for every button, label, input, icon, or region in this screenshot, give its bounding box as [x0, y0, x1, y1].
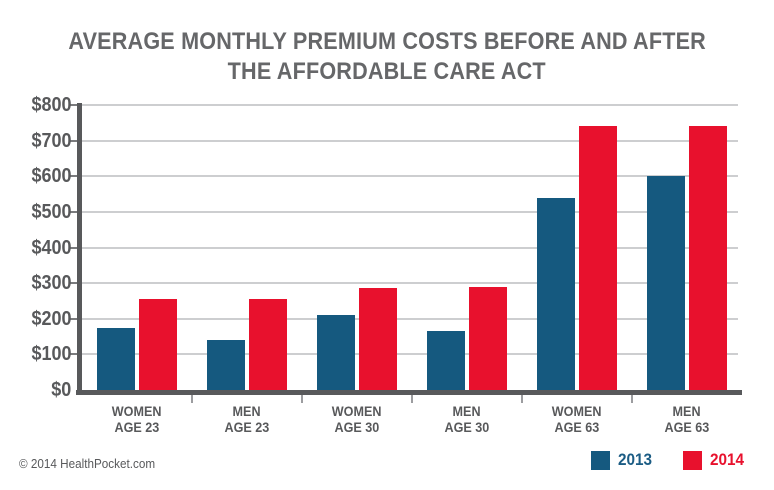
y-tick-label-200: $200: [0, 309, 71, 329]
category-label-line1: WOMEN: [332, 403, 382, 419]
legend-swatch-2014: [682, 450, 702, 470]
x-tick-3: [411, 395, 413, 403]
y-tick-800: [70, 104, 77, 106]
y-tick-100: [70, 353, 77, 356]
bar-2014-women-age-23: [139, 299, 177, 390]
bar-2014-men-age-23: [249, 299, 287, 390]
legend-item-2013: 2013: [591, 450, 656, 470]
category-label-line1: WOMEN: [112, 403, 162, 419]
gridline-500: [82, 210, 738, 213]
y-tick-label-text-600: $600: [30, 165, 71, 188]
y-tick-label-text-300: $300: [30, 272, 71, 295]
chart-title-text-2: THE AFFORDABLE CARE ACT: [227, 58, 547, 85]
category-label-line2: AGE 30: [334, 419, 380, 435]
category-label-line2: AGE 23: [224, 419, 270, 435]
y-tick-label-text-400: $400: [30, 236, 71, 259]
legend-label-2014: 2014: [709, 450, 744, 469]
category-label-line2: AGE 30: [444, 419, 490, 435]
y-tick-label-text-0: $0: [50, 379, 71, 401]
category-label-line1: MEN: [452, 403, 482, 419]
copyright-text-inner: © 2014 HealthPocket.com: [19, 456, 156, 471]
bar-2014-women-age-63: [579, 126, 617, 390]
bar-2013-women-age-23: [97, 328, 135, 390]
y-axis: [77, 103, 82, 395]
category-label-men-age-23: MEN AGE 23: [192, 403, 302, 435]
y-tick-label-400: $400: [0, 238, 71, 258]
y-tick-label-600: $600: [0, 166, 71, 186]
gridline-200: [82, 317, 738, 320]
gridline-400: [82, 246, 738, 249]
x-tick-2: [301, 395, 303, 403]
category-label-line2: AGE 63: [554, 419, 600, 435]
category-label-line1: MEN: [672, 403, 702, 419]
copyright-text: © 2014 HealthPocket.com: [19, 455, 170, 473]
y-tick-label-text-500: $500: [30, 200, 71, 223]
x-tick-1: [191, 395, 193, 403]
y-tick-200: [70, 317, 77, 320]
category-label-men-age-63: MEN AGE 63: [632, 403, 742, 435]
y-tick-700: [70, 139, 77, 142]
y-tick-label-text-700: $700: [30, 129, 71, 152]
y-tick-label-500: $500: [0, 202, 71, 222]
y-tick-label-text-200: $200: [30, 307, 71, 330]
chart-title-line-2: THE AFFORDABLE CARE ACT: [0, 58, 774, 86]
x-tick-5: [631, 395, 633, 403]
y-tick-label-text-100: $100: [30, 343, 71, 366]
y-tick-label-800: $800: [0, 95, 71, 115]
category-label-women-age-30: WOMEN AGE 30: [302, 403, 412, 435]
bar-2013-men-age-30: [427, 331, 465, 390]
gridline-700: [82, 139, 738, 142]
bar-2013-women-age-30: [317, 315, 355, 390]
category-label-line1: MEN: [232, 403, 262, 419]
category-label-men-age-30: MEN AGE 30: [412, 403, 522, 435]
y-tick-600: [70, 175, 77, 178]
y-tick-label-300: $300: [0, 273, 71, 293]
category-label-line1: WOMEN: [552, 403, 602, 419]
y-tick-label-100: $100: [0, 344, 71, 364]
gridline-300: [82, 282, 738, 285]
category-label-women-age-23: WOMEN AGE 23: [82, 403, 192, 435]
legend-label-2013: 2013: [618, 450, 653, 469]
legend-item-2014: 2014: [682, 450, 748, 470]
x-axis: [76, 390, 742, 395]
x-tick-4: [521, 395, 523, 403]
y-tick-label-700: $700: [0, 131, 71, 151]
gridline-800: [82, 104, 738, 106]
gridline-600: [82, 175, 738, 178]
category-label-line2: AGE 63: [664, 419, 710, 435]
y-tick-500: [70, 210, 77, 213]
y-tick-label-text-800: $800: [30, 94, 71, 116]
gridline-100: [82, 353, 738, 356]
bar-2013-women-age-63: [537, 198, 575, 390]
bar-2013-men-age-23: [207, 340, 245, 390]
category-label-line2: AGE 23: [114, 419, 160, 435]
bar-2014-men-age-30: [469, 287, 507, 390]
bar-2013-men-age-63: [647, 176, 685, 390]
y-tick-300: [70, 282, 77, 285]
bar-2014-women-age-30: [359, 288, 397, 390]
y-tick-label-0: $0: [0, 380, 71, 400]
chart-title-text-1: AVERAGE MONTHLY PREMIUM COSTS BEFORE AND…: [68, 28, 706, 55]
legend-swatch-2013: [591, 450, 610, 470]
chart-title-line-1: AVERAGE MONTHLY PREMIUM COSTS BEFORE AND…: [0, 28, 774, 56]
bar-2014-men-age-63: [689, 126, 727, 390]
category-label-women-age-63: WOMEN AGE 63: [522, 403, 632, 435]
y-tick-400: [70, 246, 77, 249]
legend: 2013 2014: [591, 450, 748, 470]
